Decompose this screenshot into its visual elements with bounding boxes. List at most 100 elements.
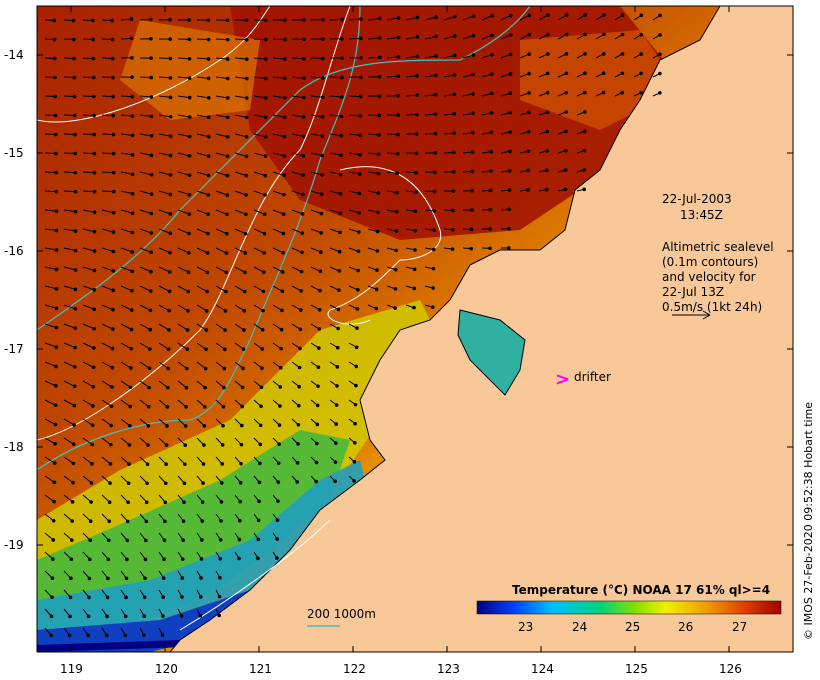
velocity-arrow — [386, 17, 399, 21]
velocity-arrow-head — [149, 36, 153, 41]
velocity-arrow-head — [489, 91, 494, 96]
velocity-arrow-head — [205, 289, 209, 294]
velocity-arrow — [291, 247, 303, 253]
velocity-arrow — [120, 95, 133, 98]
velocity-arrow-head — [374, 306, 379, 311]
velocity-arrow-head — [432, 228, 436, 233]
velocity-arrow — [63, 228, 76, 232]
velocity-arrow-head — [433, 92, 438, 97]
velocity-arrow-head — [258, 461, 262, 466]
velocity-arrow — [177, 209, 190, 215]
velocity-arrow-head — [283, 76, 287, 81]
velocity-arrow-head — [53, 422, 58, 427]
velocity-arrow-head — [73, 209, 78, 214]
velocity-arrow-head — [183, 462, 187, 466]
velocity-arrow-head — [242, 328, 246, 332]
velocity-arrow-head — [88, 519, 93, 523]
velocity-arrow-head — [111, 189, 116, 194]
velocity-arrow-head — [299, 269, 304, 274]
lat-tick: -19 — [4, 538, 24, 552]
velocity-arrow — [63, 494, 73, 503]
velocity-arrow — [177, 304, 189, 312]
velocity-arrow — [120, 247, 133, 253]
velocity-arrow-head — [507, 188, 512, 192]
velocity-arrow-head — [315, 422, 320, 427]
velocity-arrow — [329, 18, 343, 21]
velocity-arrow — [177, 133, 190, 137]
velocity-arrow — [120, 190, 133, 195]
velocity-arrow — [177, 361, 188, 369]
velocity-arrow-head — [90, 442, 95, 447]
velocity-arrow-head — [145, 462, 150, 466]
velocity-arrow-head — [149, 153, 154, 158]
velocity-arrow-head — [168, 95, 173, 100]
colorbar-ticks: 23 24 25 26 27 — [518, 620, 747, 634]
velocity-arrow-head — [243, 270, 247, 275]
velocity-arrow-head — [639, 90, 643, 95]
velocity-arrow — [196, 171, 209, 176]
velocity-arrow-head — [300, 212, 305, 216]
velocity-arrow-head — [563, 168, 568, 172]
velocity-arrow-head — [319, 192, 324, 197]
velocity-arrow — [234, 285, 245, 292]
velocity-arrow-head — [470, 130, 475, 135]
velocity-arrow — [139, 228, 152, 234]
velocity-arrow-head — [105, 595, 110, 600]
velocity-arrow-head — [279, 346, 283, 351]
velocity-arrow-head — [187, 154, 192, 158]
lon-tick: 119 — [60, 662, 83, 676]
velocity-arrow-head — [352, 460, 357, 464]
velocity-arrow-head — [240, 385, 245, 390]
velocity-arrow-head — [283, 96, 287, 100]
velocity-arrow-head — [144, 519, 149, 524]
velocity-arrow-head — [130, 288, 134, 293]
velocity-arrow-head — [54, 345, 59, 349]
velocity-arrow-head — [147, 404, 151, 409]
velocity-arrow-head — [280, 270, 285, 274]
velocity-arrow-head — [161, 614, 165, 618]
velocity-arrow-head — [105, 614, 109, 619]
velocity-arrow — [120, 228, 133, 234]
velocity-arrow-head — [91, 18, 95, 23]
depth-legend: 200 1000m — [307, 607, 376, 621]
velocity-arrow — [120, 114, 133, 117]
velocity-arrow-head — [582, 187, 586, 192]
velocity-arrow — [139, 266, 152, 273]
velocity-arrow-head — [261, 289, 266, 294]
velocity-arrow-head — [163, 519, 167, 524]
velocity-arrow-head — [165, 405, 170, 409]
velocity-arrow-head — [167, 270, 172, 274]
velocity-arrow-head — [219, 500, 224, 504]
velocity-arrow — [329, 133, 342, 137]
velocity-arrow-head — [338, 211, 343, 215]
velocity-arrow-head — [71, 461, 76, 466]
velocity-arrow-head — [199, 557, 204, 561]
velocity-arrow-head — [242, 289, 247, 294]
velocity-arrow-head — [110, 385, 114, 389]
velocity-arrow-head — [508, 72, 513, 76]
velocity-arrow — [348, 114, 361, 117]
velocity-arrow-head — [377, 74, 382, 79]
velocity-arrow-head — [262, 231, 267, 236]
velocity-arrow-head — [110, 18, 114, 23]
velocity-arrow-head — [507, 226, 511, 231]
velocity-arrow-head — [432, 209, 437, 213]
velocity-arrow-head — [206, 154, 211, 158]
velocity-arrow-head — [358, 133, 363, 138]
velocity-arrow-head — [92, 346, 96, 350]
velocity-arrow-head — [69, 557, 74, 562]
velocity-arrow — [101, 133, 114, 136]
velocity-arrow-head — [377, 152, 381, 157]
velocity-arrow-head — [111, 249, 116, 254]
velocity-arrow-head — [601, 52, 606, 56]
velocity-arrow-head — [86, 614, 91, 619]
velocity-arrow-head — [620, 13, 625, 17]
velocity-arrow-head — [334, 422, 339, 426]
velocity-arrow-head — [355, 326, 359, 330]
velocity-arrow-head — [130, 250, 135, 254]
velocity-arrow — [44, 190, 57, 193]
velocity-arrow-head — [335, 384, 339, 388]
velocity-arrow-head — [224, 289, 228, 294]
velocity-arrow-head — [354, 345, 359, 350]
velocity-arrow-head — [50, 576, 55, 581]
